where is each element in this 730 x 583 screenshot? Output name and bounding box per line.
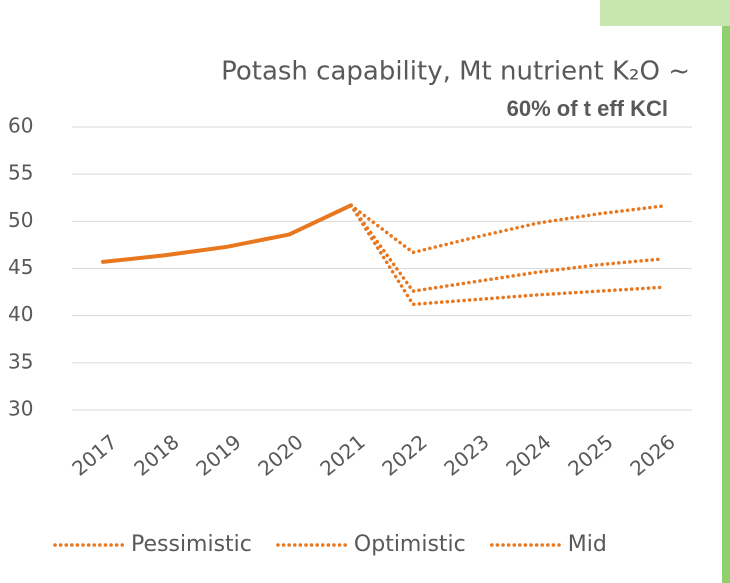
y-tick-label: 60	[8, 114, 33, 138]
y-tick-label: 30	[8, 397, 33, 421]
y-tick-label: 50	[8, 208, 33, 232]
y-tick-label: 55	[8, 161, 33, 185]
y-tick-label: 45	[8, 255, 33, 279]
decor-top	[600, 0, 730, 26]
legend-label: Pessimistic	[131, 532, 252, 557]
chart-subtitle: 60% of t eff KCl	[507, 96, 668, 121]
y-tick-label: 40	[8, 302, 33, 326]
y-tick-label: 35	[8, 349, 33, 373]
chart-title: Potash capability, Mt nutrient K₂O ~	[221, 57, 690, 87]
decor-right	[722, 26, 730, 583]
chart: Potash capability, Mt nutrient K₂O ~ 60%…	[0, 0, 730, 583]
legend-label: Mid	[568, 532, 607, 557]
legend-label: Optimistic	[354, 532, 466, 557]
